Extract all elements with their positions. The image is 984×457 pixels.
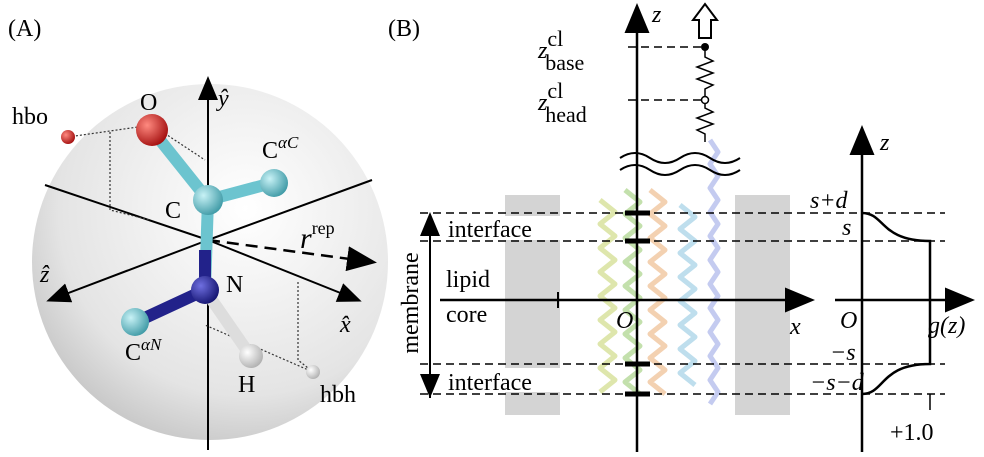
s-label: s bbox=[842, 215, 851, 241]
membrane-label: membrane bbox=[398, 252, 424, 353]
spring bbox=[697, 47, 713, 142]
lipid-block bbox=[735, 195, 790, 415]
hbo-label: hbo bbox=[12, 104, 48, 130]
atom-label: O bbox=[140, 90, 157, 116]
panel-label: (B) bbox=[388, 16, 420, 42]
label-sup: cl bbox=[547, 26, 563, 51]
atom-label: N bbox=[226, 272, 243, 298]
label-sub: head bbox=[545, 102, 587, 127]
spring-joint bbox=[702, 97, 709, 104]
label-sup: rep bbox=[312, 218, 335, 238]
hbh-label: hbh bbox=[320, 382, 356, 408]
x-axis-label: x bbox=[789, 314, 801, 340]
s-plus-d-label: s+d bbox=[810, 188, 849, 214]
label-base: r bbox=[300, 222, 312, 255]
y-axis-label: ŷ bbox=[216, 86, 229, 112]
panel-a: (A) hbo O ŷ CαC C rrep ẑ N x̂ CαN H hbh bbox=[8, 16, 388, 450]
atom-label: C bbox=[165, 198, 181, 224]
panel-label: (A) bbox=[8, 16, 41, 42]
atom-label: H bbox=[238, 372, 255, 398]
pull-arrow bbox=[693, 4, 717, 38]
origin-label: O bbox=[616, 308, 633, 334]
minus-s-minus-d-label: −s−d bbox=[810, 370, 865, 396]
label-base: C bbox=[262, 138, 278, 164]
label-sub: base bbox=[545, 50, 584, 75]
interface-label: interface bbox=[448, 217, 532, 243]
g-label: g(z) bbox=[928, 313, 965, 339]
g-origin-label: O bbox=[840, 308, 857, 334]
minus-s-label: −s bbox=[830, 340, 856, 366]
label-sup: αN bbox=[141, 335, 163, 354]
spring-end bbox=[701, 43, 709, 51]
z-axis-label: ẑ bbox=[39, 262, 50, 288]
label-sup: cl bbox=[547, 78, 563, 103]
lipid-label: lipid bbox=[446, 267, 490, 293]
label-base: C bbox=[125, 340, 141, 366]
label-sup: αC bbox=[278, 133, 299, 152]
core-label: core bbox=[446, 302, 487, 328]
g-curve bbox=[862, 213, 930, 394]
interface-label: interface bbox=[448, 370, 532, 396]
one-label: +1.0 bbox=[890, 420, 934, 446]
z-axis-label: z bbox=[651, 2, 662, 28]
figure: (A) hbo O ŷ CαC C rrep ẑ N x̂ CαN H hbh … bbox=[0, 0, 984, 457]
g-z-label: z bbox=[879, 130, 890, 156]
x-axis-label: x̂ bbox=[339, 312, 351, 338]
